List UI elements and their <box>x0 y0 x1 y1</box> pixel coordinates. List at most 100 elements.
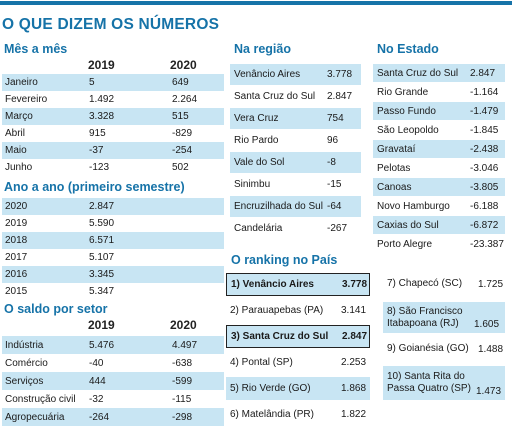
regiao-row-value: -64 <box>327 201 342 212</box>
regiao-row: Rio Pardo 96 <box>230 130 361 151</box>
setor-row: Agropecuária -264 -298 <box>2 408 224 426</box>
estado-row-label: Canoas <box>377 181 412 193</box>
ranking-label: 7) Chapecó (SC) <box>387 278 462 290</box>
mes-row-v2020: 649 <box>172 77 189 88</box>
regiao-row-label: Rio Pardo <box>234 135 279 146</box>
mes-row-v2020: 515 <box>172 111 189 122</box>
setor-row-label: Agropecuária <box>5 411 65 423</box>
setor-row: Construção civil -32 -115 <box>2 390 224 408</box>
ranking-label: 9) Goianésia (GO) <box>387 343 469 355</box>
mes-col-2019: 2019 <box>88 58 115 72</box>
regiao-row-value: 96 <box>327 135 339 146</box>
ranking-value: 1.725 <box>478 278 504 290</box>
regiao-row-value: -8 <box>327 157 336 168</box>
ranking-label: 3) Santa Cruz do Sul <box>231 331 329 342</box>
ano-row-label: 2020 <box>5 201 28 212</box>
estado-row-value: -6.872 <box>470 219 499 231</box>
ranking-row: 7) Chapecó (SC) 1.725 <box>383 273 505 295</box>
setor-row-v2019: -264 <box>89 411 110 423</box>
mes-row: Abril 915 -829 <box>2 125 224 142</box>
regiao-row-label: Santa Cruz do Sul <box>234 91 316 102</box>
estado-row: Canoas -3.805 <box>373 178 505 196</box>
estado-row: Novo Hamburgo -6.188 <box>373 197 505 215</box>
ano-row-value: 2.847 <box>89 201 115 212</box>
setor-row: Indústria 5.476 4.497 <box>2 336 224 354</box>
page-title: O QUE DIZEM OS NÚMEROS <box>2 16 220 33</box>
regiao-row: Vera Cruz 754 <box>230 108 361 129</box>
regiao-row: Encruzilhada do Sul -64 <box>230 196 361 217</box>
setor-row-v2019: -32 <box>89 393 104 405</box>
mes-row-label: Fevereiro <box>5 94 48 105</box>
ranking-label-line1: 7) Chapecó (SC) <box>387 278 463 289</box>
estado-row-label: Santa Cruz do Sul <box>377 67 459 79</box>
estado-row: Santa Cruz do Sul 2.847 <box>373 64 505 82</box>
estado-row: Caxias do Sul -6.872 <box>373 216 505 234</box>
estado-row-label: Gravataí <box>377 143 416 155</box>
mes-row-v2019: -123 <box>89 162 110 173</box>
ranking-row: 1) Venâncio Aires 3.778 <box>226 273 370 296</box>
mes-row-v2019: 3.328 <box>89 111 115 122</box>
estado-row-value: -3.046 <box>470 162 499 174</box>
ranking-row: 6) Matelândia (PR) 1.822 <box>226 403 370 426</box>
ano-row-label: 2016 <box>5 269 28 280</box>
mes-row-v2019: -37 <box>89 145 104 156</box>
ranking-row: 10) Santa Rita do Passa Quatro (SP) 1.473 <box>383 366 505 400</box>
ranking-label-line1: 10) Santa Rita do <box>387 371 465 382</box>
ano-row-label: 2018 <box>5 235 28 246</box>
estado-row-label: Caxias do Sul <box>377 219 439 231</box>
regiao-row-value: -267 <box>327 223 348 234</box>
section-title-no-estado: No Estado <box>377 42 439 56</box>
setor-row: Comércio -40 -638 <box>2 354 224 372</box>
estado-row-label: Passo Fundo <box>377 105 436 117</box>
mes-row-v2020: 502 <box>172 162 189 173</box>
estado-row-value: -1.164 <box>470 86 499 98</box>
section-title-mes-a-mes: Mês a mês <box>4 42 68 56</box>
estado-row-value: -2.438 <box>470 143 499 155</box>
estado-row: Pelotas -3.046 <box>373 159 505 177</box>
estado-row-label: Porto Alegre <box>377 238 433 250</box>
ranking-row: 5) Rio Verde (GO) 1.868 <box>226 377 370 400</box>
mes-row-v2019: 5 <box>89 77 95 88</box>
ano-row-value: 3.345 <box>89 269 115 280</box>
regiao-row: Candelária -267 <box>230 218 361 239</box>
regiao-row-label: Candelária <box>234 223 283 234</box>
ano-row: 2019 5.590 <box>2 215 224 232</box>
estado-row: Porto Alegre -23.387 <box>373 235 505 253</box>
regiao-row-label: Encruzilhada do Sul <box>234 201 323 212</box>
ano-row: 2020 2.847 <box>2 198 224 215</box>
estado-row-label: Rio Grande <box>377 86 429 98</box>
estado-row: Passo Fundo -1.479 <box>373 102 505 120</box>
mes-row: Junho -123 502 <box>2 159 224 176</box>
ranking-row: 2) Parauapebas (PA) 3.141 <box>226 299 370 322</box>
ano-row-value: 5.107 <box>89 252 115 263</box>
ano-row-value: 5.590 <box>89 218 115 229</box>
estado-row: Rio Grande -1.164 <box>373 83 505 101</box>
ano-row-value: 5.347 <box>89 286 115 297</box>
top-rule <box>0 1 512 5</box>
regiao-row-value: 754 <box>327 113 344 124</box>
setor-row-v2019: 444 <box>89 375 106 387</box>
mes-row: Março 3.328 515 <box>2 108 224 125</box>
mes-row: Maio -37 -254 <box>2 142 224 159</box>
ranking-value: 1.605 <box>474 319 500 330</box>
setor-row-label: Comércio <box>5 357 48 369</box>
ano-row-label: 2015 <box>5 286 28 297</box>
setor-row-v2020: -638 <box>172 357 193 369</box>
regiao-row-label: Venâncio Aires <box>234 69 301 80</box>
section-title-na-regiao: Na região <box>234 42 291 56</box>
regiao-row-value: 2.847 <box>327 91 353 102</box>
estado-row: São Leopoldo -1.845 <box>373 121 505 139</box>
ranking-value: 1.488 <box>478 343 504 355</box>
regiao-row-value: 3.778 <box>327 69 353 80</box>
setor-row-v2019: -40 <box>89 357 104 369</box>
mes-col-2020: 2020 <box>170 58 197 72</box>
ranking-value: 1.868 <box>341 383 367 394</box>
estado-row-value: -1.845 <box>470 124 499 136</box>
estado-row-label: Novo Hamburgo <box>377 200 450 212</box>
ranking-label: 6) Matelândia (PR) <box>230 409 314 420</box>
ranking-label: 2) Parauapebas (PA) <box>230 305 324 316</box>
setor-col-2020: 2020 <box>170 318 197 332</box>
estado-row-label: Pelotas <box>377 162 411 174</box>
section-title-ano-a-ano: Ano a ano (primeiro semestre) <box>4 180 185 194</box>
ranking-label: 10) Santa Rita do Passa Quatro (SP) <box>387 371 471 395</box>
